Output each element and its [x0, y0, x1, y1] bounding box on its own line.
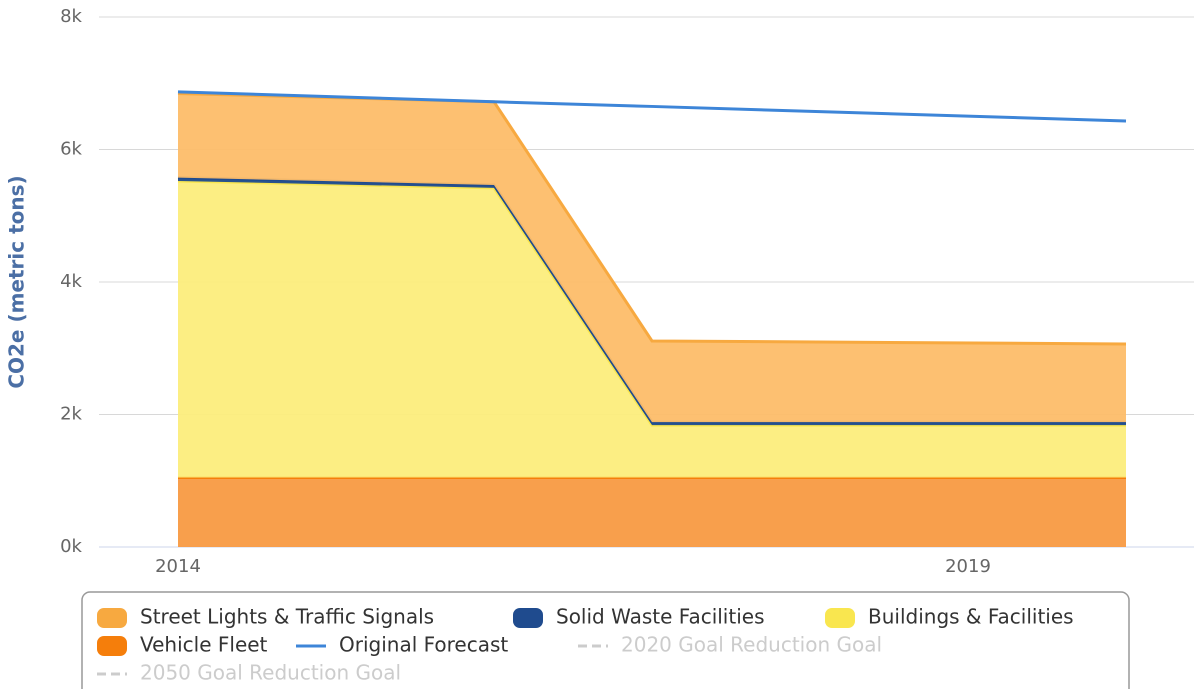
- legend-label[interactable]: Street Lights & Traffic Signals: [140, 605, 434, 629]
- y-tick-label: 0k: [60, 536, 82, 557]
- y-tick-label: 8k: [60, 6, 82, 27]
- y-tick-label: 6k: [60, 139, 82, 160]
- legend-symbol: [97, 636, 127, 656]
- legend-symbol: [513, 608, 543, 628]
- x-tick-label: 2019: [945, 556, 991, 577]
- legend-symbol: [825, 608, 855, 628]
- legend-symbol: [97, 608, 127, 628]
- area: [178, 180, 1126, 478]
- y-tick-label: 4k: [60, 271, 82, 292]
- legend-label[interactable]: Solid Waste Facilities: [556, 605, 765, 629]
- x-tick-label: 2014: [155, 556, 201, 577]
- legend-label[interactable]: Vehicle Fleet: [140, 633, 268, 657]
- line: [177, 90, 1127, 123]
- y-tick-label: 2k: [60, 404, 82, 425]
- legend-label[interactable]: 2050 Goal Reduction Goal: [140, 661, 401, 685]
- y-axis-label: CO2e (metric tons): [5, 175, 29, 388]
- legend-label[interactable]: Original Forecast: [339, 633, 508, 657]
- legend-label[interactable]: Buildings & Facilities: [868, 605, 1074, 629]
- legend-box: [81, 591, 1130, 689]
- legend-label[interactable]: 2020 Goal Reduction Goal: [621, 633, 882, 657]
- area: [178, 93, 1126, 423]
- area: [178, 477, 1126, 547]
